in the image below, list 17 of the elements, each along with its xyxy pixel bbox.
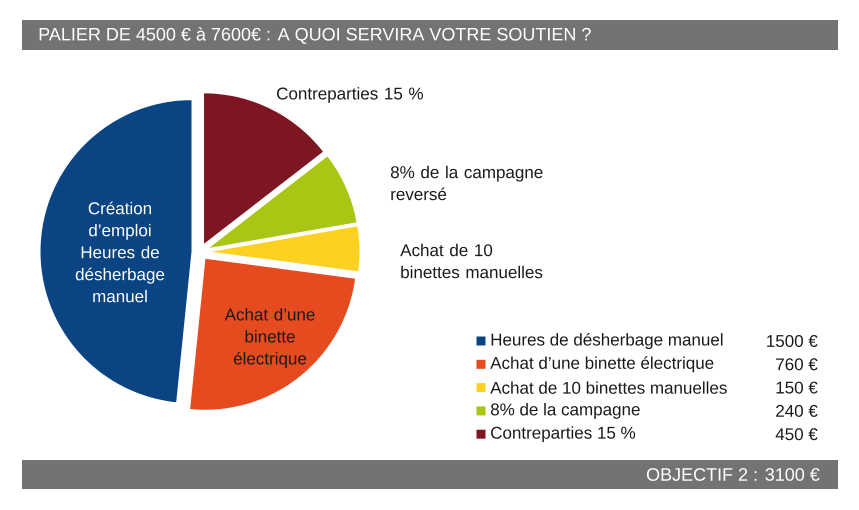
data-label: 1500 € — [767, 334, 818, 348]
legend-label: Contreparties 15 % — [491, 426, 636, 442]
data-label: 760 € — [776, 358, 818, 370]
data-label: 150 € — [776, 382, 818, 394]
text: Achat de 10 binettes manuelles — [400, 244, 542, 278]
chart-title: PALIER DE 4500 € à 7600€ : A QUOI SERVIRA VOTRE SOUTIEN ? — [40, 27, 591, 44]
data-label: 450 € — [776, 428, 818, 440]
legend-label: Achat d’une binette électrique — [490, 356, 714, 372]
text: Achat d’une binette électrique — [224, 308, 315, 368]
text: Contreparties 15 % — [277, 87, 423, 103]
legend-label: Achat de 10 binettes manuelles — [490, 381, 727, 394]
data-label: 240 € — [776, 404, 818, 417]
text: Création d’emploi Heures de désherbage manuel — [76, 202, 164, 302]
text: OBJECTIF 2 : 3100 € — [646, 468, 820, 481]
legend-label: 8% de la campagne — [490, 402, 640, 419]
text: 8% de la campagne reversé — [390, 166, 543, 200]
legend-label: Heures de désherbage manuel — [492, 332, 722, 350]
